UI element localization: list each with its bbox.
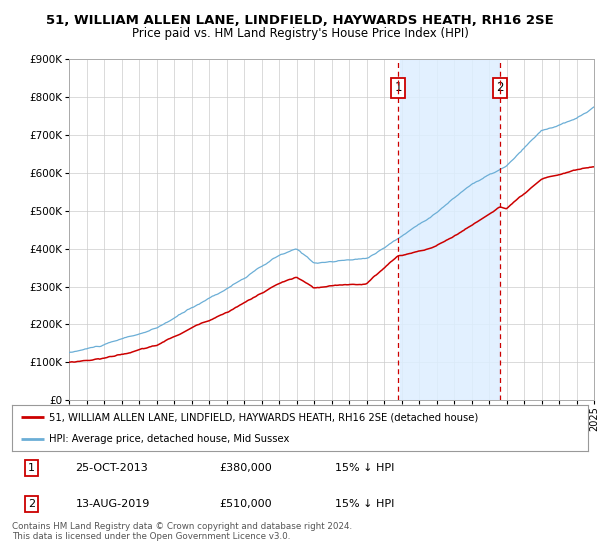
Text: 2: 2 — [28, 499, 35, 509]
Text: 1: 1 — [395, 81, 402, 94]
Text: 1: 1 — [28, 463, 35, 473]
Text: Contains HM Land Registry data © Crown copyright and database right 2024.
This d: Contains HM Land Registry data © Crown c… — [12, 522, 352, 542]
Text: 51, WILLIAM ALLEN LANE, LINDFIELD, HAYWARDS HEATH, RH16 2SE: 51, WILLIAM ALLEN LANE, LINDFIELD, HAYWA… — [46, 14, 554, 27]
Text: £510,000: £510,000 — [220, 499, 272, 509]
Text: Price paid vs. HM Land Registry's House Price Index (HPI): Price paid vs. HM Land Registry's House … — [131, 27, 469, 40]
Text: 51, WILLIAM ALLEN LANE, LINDFIELD, HAYWARDS HEATH, RH16 2SE (detached house): 51, WILLIAM ALLEN LANE, LINDFIELD, HAYWA… — [49, 412, 479, 422]
Text: 13-AUG-2019: 13-AUG-2019 — [76, 499, 150, 509]
Text: 15% ↓ HPI: 15% ↓ HPI — [335, 499, 394, 509]
Text: 25-OCT-2013: 25-OCT-2013 — [76, 463, 148, 473]
Text: £380,000: £380,000 — [220, 463, 272, 473]
Text: HPI: Average price, detached house, Mid Sussex: HPI: Average price, detached house, Mid … — [49, 435, 290, 444]
Text: 15% ↓ HPI: 15% ↓ HPI — [335, 463, 394, 473]
Text: 2: 2 — [496, 81, 503, 94]
